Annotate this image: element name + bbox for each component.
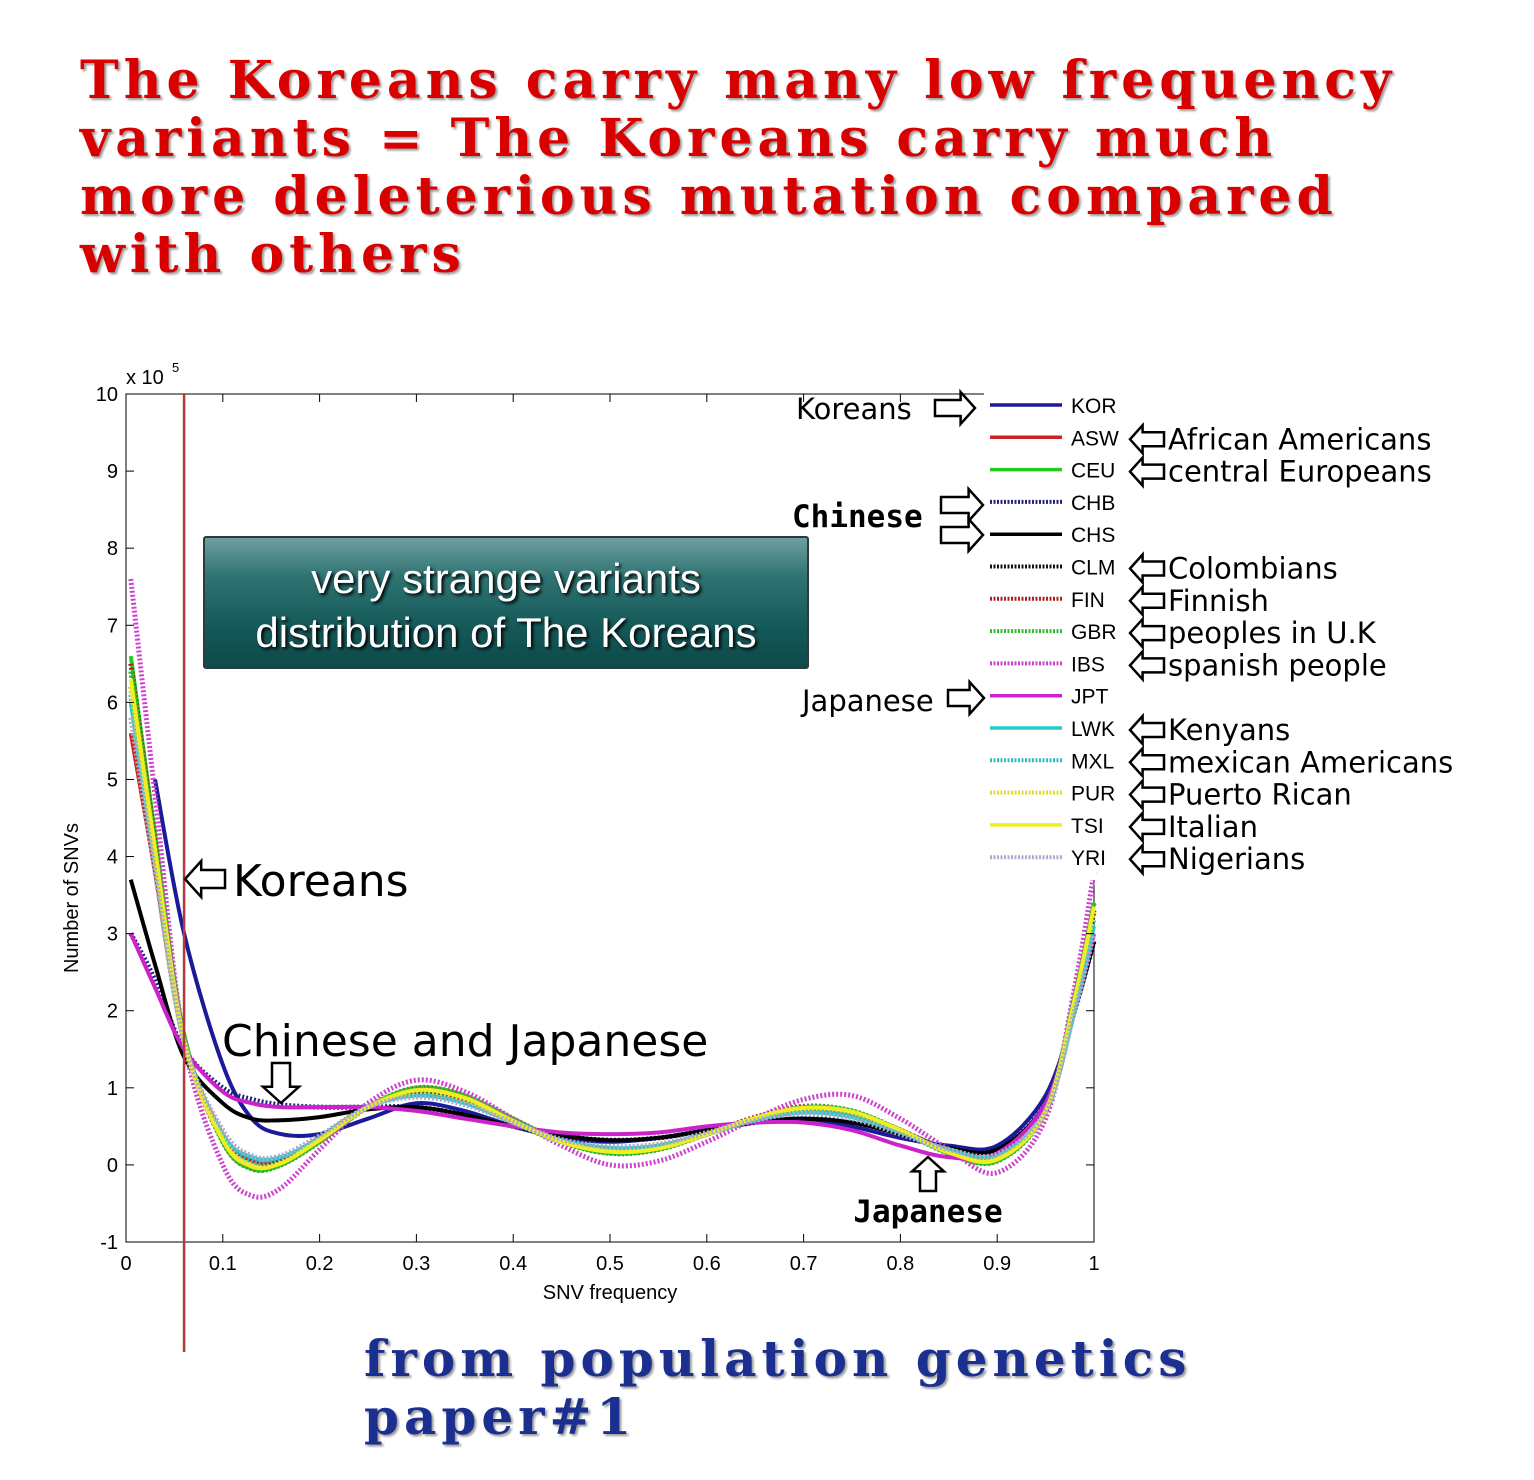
x-tick-label: 0.3 [402,1253,430,1275]
legend-arrow-icon [1128,777,1166,812]
y-tick-label: 7 [107,615,118,637]
x-tick-label: 0.1 [209,1253,237,1275]
legend-group-label-koreans: Koreans [796,392,912,426]
footer-line: paper#1 [364,1387,637,1446]
legend-arrow-icon [1128,615,1166,651]
legend-entry-chb: CHB [1071,492,1115,515]
legend-arrow-icon [1128,551,1166,586]
y-tick-label: 1 [107,1078,118,1100]
x-tick-label: 0.7 [790,1253,818,1275]
legend-group-label-chinese: Chinese [792,499,923,535]
y-tick-label: 3 [107,924,118,946]
legend-arrow-icon [1128,648,1166,683]
legend-entry-kor: KOR [1071,395,1117,418]
legend-population-label: Puerto Rican [1168,778,1352,812]
x-tick-label: 0.2 [306,1253,334,1275]
legend-entry-lwk: LWK [1071,718,1115,741]
headline-line: more deleterious mutation compared [80,166,1338,227]
legend-population-label: Finnish [1168,584,1269,618]
legend-entry-yri: YRI [1071,847,1106,870]
legend-entry-chs: CHS [1071,524,1115,547]
y-tick-label: 9 [107,461,118,483]
y-tick-label: 5 [107,769,118,791]
legend-entry-asw: ASW [1071,427,1119,450]
annotations: Koreans Chinese and Japanese Japanese [183,856,1003,1230]
legend-arrow-icon [939,515,985,555]
legend-population-label: mexican Americans [1168,745,1453,779]
legend-population-label: spanish people [1168,648,1387,682]
korean-curve-arrow-icon [183,857,227,901]
legend-population-label: Nigerians [1168,842,1305,876]
y-tick-label: 8 [107,538,118,560]
legend-arrow-icon [933,388,977,428]
legend-arrow-icon [1128,841,1166,877]
legend-arrow-icon [1128,745,1166,780]
annotation-koreans: Koreans [233,856,409,907]
x-tick-label: 0.4 [499,1253,527,1275]
legend-population-label: Italian [1168,810,1258,844]
legend-entry-jpt: JPT [1071,686,1109,709]
y-tick-label: 10 [96,384,118,406]
y-tick-label: 4 [107,847,118,869]
legend-entry-gbr: GBR [1071,621,1117,644]
callout-box: very strange variants distribution of Th… [203,536,809,669]
footer-caption: from population genetics paper#1 [364,1330,1464,1446]
legend-arrow-icon [1128,454,1166,489]
y-tick-label: -1 [100,1232,118,1254]
legend-group-label-japanese: Japanese [800,684,934,718]
legend-background [984,392,1096,880]
x-axis-label: SNV frequency [543,1282,678,1304]
legend-entry-fin: FIN [1071,589,1105,612]
legend-arrow-icon [946,678,986,718]
legend-entry-pur: PUR [1071,783,1115,806]
y-multiplier-label: x 10 [126,367,164,389]
y-tick-label: 6 [107,692,118,714]
x-tick-label: 0.8 [886,1253,914,1275]
legend-population-label: central Europeans [1168,455,1432,489]
series-line-ibs [128,578,1097,1200]
japanese-dip-arrow-icon [908,1155,948,1193]
x-tick-label: 0.5 [596,1253,624,1275]
annotation-chinese-japanese: Chinese and Japanese [222,1016,708,1067]
callout-line: distribution of The Koreans [255,609,757,656]
x-tick-label: 0 [120,1253,131,1275]
callout-line: very strange variants [311,555,701,602]
legend-entry-clm: CLM [1071,557,1115,580]
y-tick-label: 0 [107,1155,118,1177]
legend-population-label: Kenyans [1168,713,1290,747]
annotation-japanese: Japanese [853,1194,1002,1230]
footer-line: from population genetics [364,1329,1192,1388]
plot-area [125,393,1095,1243]
series-lines [128,578,1097,1200]
legend-entry-ibs: IBS [1071,653,1105,676]
legend-arrow-icon [939,485,985,525]
y-axis-label: Number of SNVs [61,823,83,973]
legend-population-label: Colombians [1168,552,1338,586]
legend-population-label: African Americans [1168,422,1431,456]
headline-line: with others [80,224,466,285]
legend-entry-tsi: TSI [1071,815,1104,838]
legend-arrow-icon [1128,712,1166,748]
legend: KOR ASW African Americans CEU central Europe… [792,388,1453,880]
legend-arrow-icon [1128,422,1166,457]
y-multiplier-exponent: 5 [172,360,179,375]
chinese-japanese-arrow-icon [259,1061,303,1105]
headline-line: variants = The Koreans carry much [80,108,1278,169]
legend-population-label: peoples in U.K [1168,616,1377,650]
legend-arrow-icon [1128,583,1166,619]
x-tick-label: 0.9 [983,1253,1011,1275]
legend-arrow-icon [1128,809,1166,845]
legend-entry-ceu: CEU [1071,460,1115,483]
x-tick-label: 0.6 [693,1253,721,1275]
series-line-yri [128,717,1097,1162]
series-line-chs [128,879,1096,1155]
plot-frame [125,393,1095,1243]
x-tick-label: 1 [1088,1253,1099,1275]
axes: 0 0.1 0.2 0.3 0.4 0.5 0.6 0.7 0.8 0.9 1-1012345678… [61,360,1100,1304]
headline: The Koreans carry many low frequency var… [80,52,1480,284]
headline-line: The Koreans carry many low frequency [80,50,1397,111]
legend-entry-mxl: MXL [1071,750,1114,773]
y-tick-label: 2 [107,1001,118,1023]
